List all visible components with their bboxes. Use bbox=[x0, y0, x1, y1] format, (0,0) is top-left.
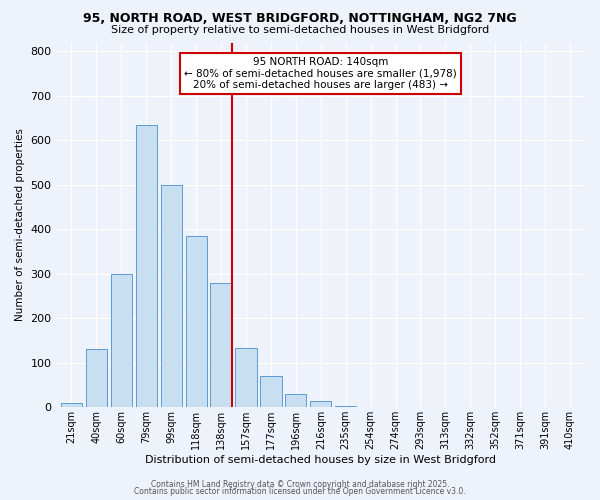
Y-axis label: Number of semi-detached properties: Number of semi-detached properties bbox=[15, 128, 25, 322]
Bar bbox=[161, 185, 182, 408]
Bar bbox=[260, 376, 281, 408]
Text: 95 NORTH ROAD: 140sqm
← 80% of semi-detached houses are smaller (1,978)
20% of s: 95 NORTH ROAD: 140sqm ← 80% of semi-deta… bbox=[184, 57, 457, 90]
Bar bbox=[136, 125, 157, 408]
Bar bbox=[185, 236, 207, 408]
Bar bbox=[86, 350, 107, 408]
Text: Size of property relative to semi-detached houses in West Bridgford: Size of property relative to semi-detach… bbox=[111, 25, 489, 35]
X-axis label: Distribution of semi-detached houses by size in West Bridgford: Distribution of semi-detached houses by … bbox=[145, 455, 496, 465]
Bar bbox=[285, 394, 307, 407]
Bar bbox=[310, 400, 331, 407]
Bar bbox=[111, 274, 132, 407]
Text: 95, NORTH ROAD, WEST BRIDGFORD, NOTTINGHAM, NG2 7NG: 95, NORTH ROAD, WEST BRIDGFORD, NOTTINGH… bbox=[83, 12, 517, 26]
Bar bbox=[235, 348, 257, 408]
Bar bbox=[61, 403, 82, 407]
Text: Contains HM Land Registry data © Crown copyright and database right 2025.: Contains HM Land Registry data © Crown c… bbox=[151, 480, 449, 489]
Bar bbox=[211, 282, 232, 408]
Text: Contains public sector information licensed under the Open Government Licence v3: Contains public sector information licen… bbox=[134, 487, 466, 496]
Bar bbox=[335, 406, 356, 407]
